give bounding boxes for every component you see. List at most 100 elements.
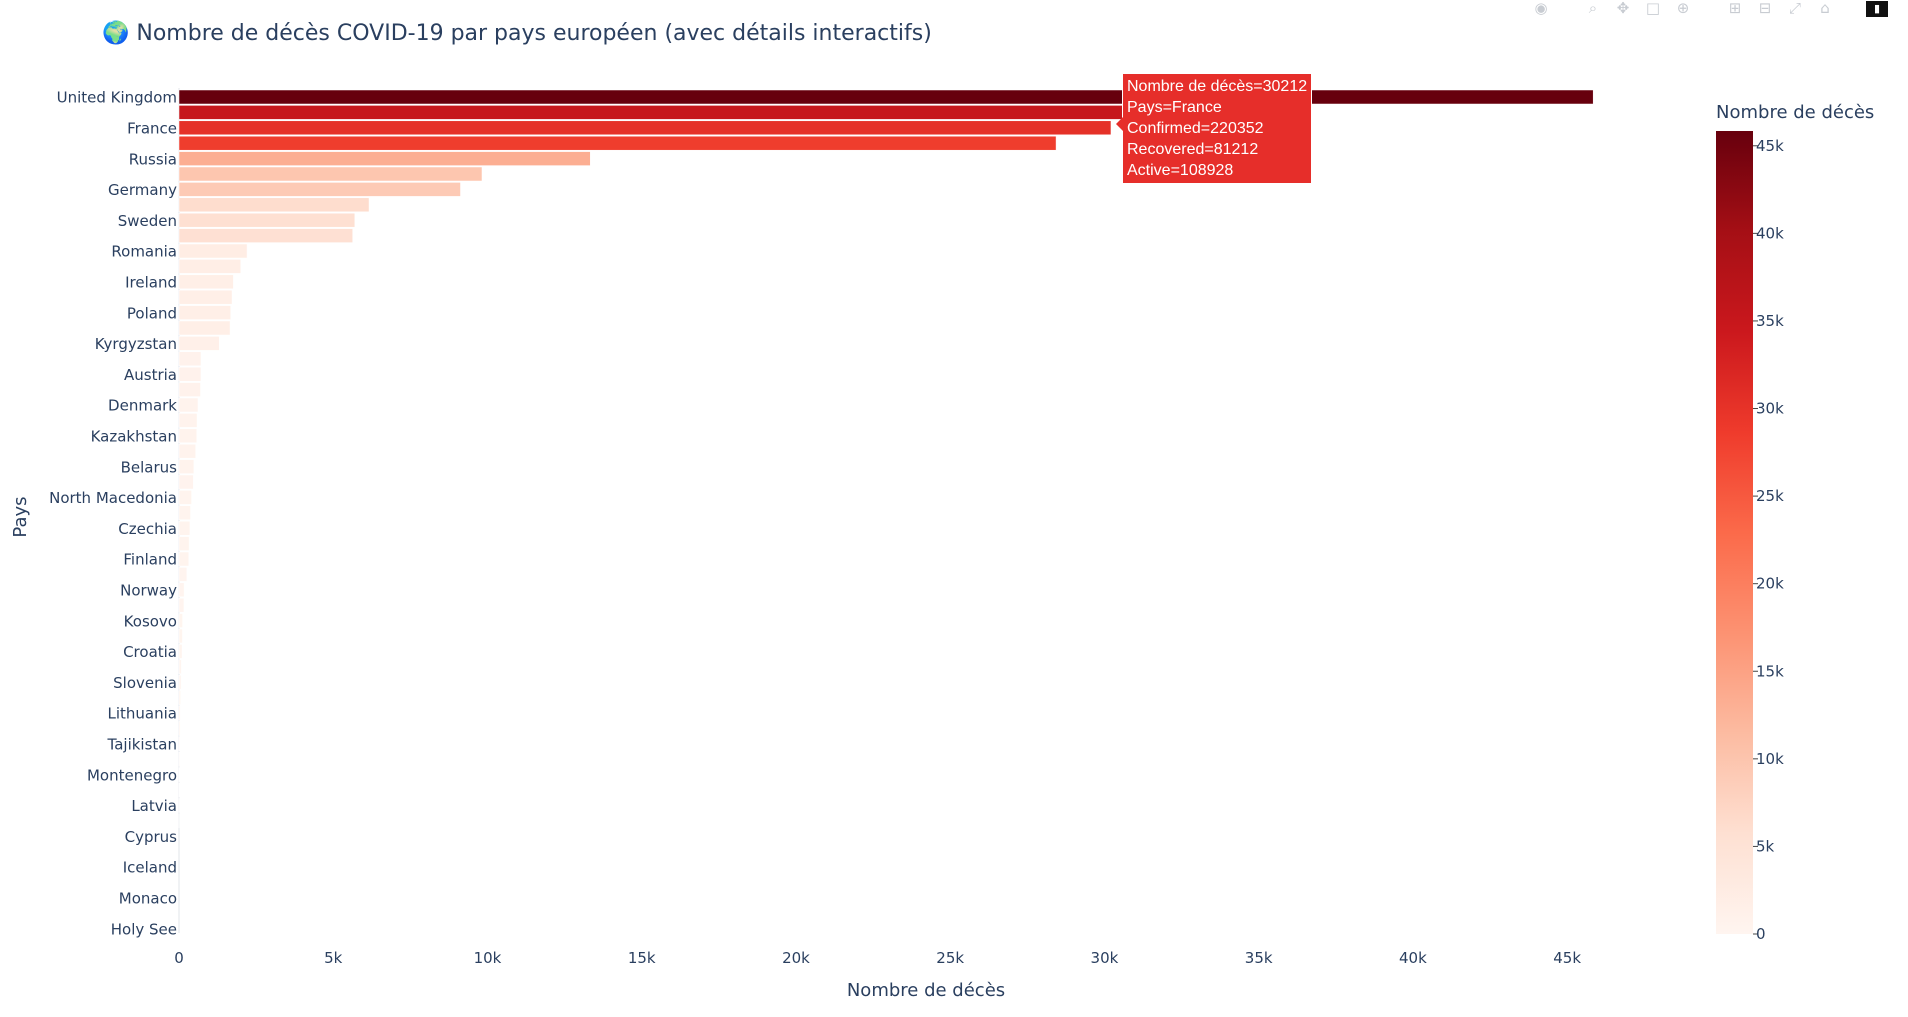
y-axis-title: Pays — [10, 496, 31, 537]
y-tick-label: Finland — [123, 551, 177, 569]
zoom-icon[interactable]: ⌕ — [1588, 0, 1598, 17]
y-tick-label: Holy See — [111, 920, 177, 938]
bar[interactable] — [178, 597, 185, 613]
pan-icon[interactable]: ✥ — [1616, 0, 1630, 17]
bar[interactable] — [178, 259, 241, 274]
bar[interactable] — [178, 197, 370, 213]
colorbar-tick-labels: 0 5k 10k 15k 20k 25k 30k 35k 40k 45k — [1753, 137, 1784, 943]
bar[interactable] — [178, 89, 1594, 105]
lasso-select-icon[interactable]: ⊕ — [1676, 0, 1690, 17]
y-tick-label: Czechia — [118, 520, 177, 538]
bar[interactable] — [178, 289, 233, 305]
bar[interactable] — [178, 135, 1057, 151]
y-tick-label: Ireland — [125, 274, 177, 292]
zoom-in-icon[interactable]: ⊞ — [1728, 0, 1742, 17]
bar[interactable] — [178, 613, 183, 628]
bar[interactable] — [178, 336, 220, 351]
bar[interactable] — [178, 705, 181, 721]
bar[interactable] — [178, 551, 190, 567]
y-tick-labels: United Kingdom France Russia Germany Sweden R… — [49, 89, 177, 939]
colorbar-tick-label: 25k — [1756, 487, 1784, 505]
bar[interactable] — [178, 582, 185, 598]
y-tick-label: Cyprus — [125, 828, 178, 846]
y-tick-label: Lithuania — [108, 705, 177, 723]
tooltip-line-deaths: Nombre de décès=30212 — [1127, 78, 1308, 95]
tooltip-line-active: Active=108928 — [1127, 162, 1234, 179]
colorbar-tick-label: 15k — [1756, 662, 1784, 680]
y-tick-label: Norway — [120, 582, 177, 600]
bar[interactable] — [178, 212, 356, 228]
x-tick-label: 15k — [628, 949, 656, 967]
bar[interactable] — [178, 105, 1263, 120]
x-tick-label: 25k — [936, 949, 964, 967]
bar[interactable] — [178, 166, 483, 182]
reset-axes-icon[interactable]: ⌂ — [1820, 0, 1830, 17]
bar[interactable] — [178, 644, 183, 659]
y-tick-label: Poland — [127, 304, 177, 322]
x-tick-label: 0 — [174, 949, 184, 967]
bar[interactable] — [178, 243, 248, 259]
y-tick-label: Monaco — [119, 890, 177, 908]
bar[interactable] — [178, 443, 196, 459]
bar[interactable] — [178, 628, 183, 644]
x-tick-label: 10k — [474, 949, 502, 967]
colorbar-tick-label: 30k — [1756, 400, 1784, 418]
y-tick-label: Germany — [108, 181, 177, 199]
y-tick-label: France — [127, 120, 177, 138]
bar[interactable] — [178, 397, 199, 413]
bar[interactable] — [178, 274, 234, 290]
y-tick-label: Kosovo — [124, 612, 177, 630]
bar[interactable] — [178, 474, 194, 490]
bar[interactable] — [178, 413, 198, 428]
y-tick-label: North Macedonia — [49, 489, 177, 507]
bar[interactable] — [178, 659, 182, 675]
bar[interactable] — [178, 305, 231, 320]
bar[interactable] — [178, 490, 192, 505]
zoom-out-icon[interactable]: ⊟ — [1758, 0, 1772, 17]
bar[interactable] — [178, 536, 190, 551]
bar[interactable] — [178, 366, 202, 382]
bar[interactable] — [178, 351, 202, 367]
x-tick-label: 30k — [1091, 949, 1119, 967]
colorbar-tick-label: 40k — [1756, 224, 1784, 242]
bar[interactable] — [178, 320, 231, 336]
bar[interactable] — [178, 428, 197, 444]
modebar: ◉ ⌕ ✥ □ ⊕ ⊞ ⊟ ⤢ ⌂ ▮ — [1530, 0, 1888, 18]
bar[interactable] — [178, 459, 195, 474]
bar[interactable] — [178, 736, 181, 752]
y-tick-label: Kyrgyzstan — [95, 335, 177, 353]
bars-group — [178, 89, 1594, 829]
bar[interactable] — [178, 751, 180, 767]
tooltip-line-country: Pays=France — [1127, 99, 1222, 116]
bar[interactable] — [178, 721, 181, 736]
y-tick-label: Austria — [124, 366, 177, 384]
autoscale-icon[interactable]: ⤢ — [1788, 0, 1801, 17]
colorbar-tick-label: 35k — [1756, 312, 1784, 330]
plotly-logo-icon[interactable]: ▮ — [1866, 1, 1888, 17]
colorbar-tick-label: 5k — [1756, 837, 1775, 855]
bar[interactable] — [178, 120, 1112, 136]
x-tick-label: 45k — [1553, 949, 1581, 967]
y-tick-label: Slovenia — [113, 674, 177, 692]
y-tick-label: Sweden — [118, 212, 177, 230]
bar[interactable] — [178, 690, 181, 705]
x-tick-label: 40k — [1399, 949, 1427, 967]
colorbar — [1716, 131, 1753, 934]
y-tick-label: Iceland — [123, 859, 177, 877]
bar[interactable] — [178, 520, 191, 536]
camera-icon[interactable]: ◉ — [1534, 0, 1548, 17]
bar[interactable] — [178, 182, 461, 197]
colorbar-tick-label: 45k — [1756, 137, 1784, 155]
y-tick-label: Croatia — [123, 643, 177, 661]
bar[interactable] — [178, 567, 188, 582]
box-select-icon[interactable]: □ — [1645, 0, 1661, 17]
bar[interactable] — [178, 505, 191, 521]
bar[interactable] — [178, 151, 591, 166]
y-tick-label: Romania — [111, 243, 177, 261]
bar[interactable] — [178, 674, 182, 690]
bar[interactable] — [178, 228, 353, 243]
x-axis-title: Nombre de décès — [847, 980, 1005, 1001]
bar[interactable] — [178, 382, 201, 397]
y-tick-label: Latvia — [131, 797, 177, 815]
